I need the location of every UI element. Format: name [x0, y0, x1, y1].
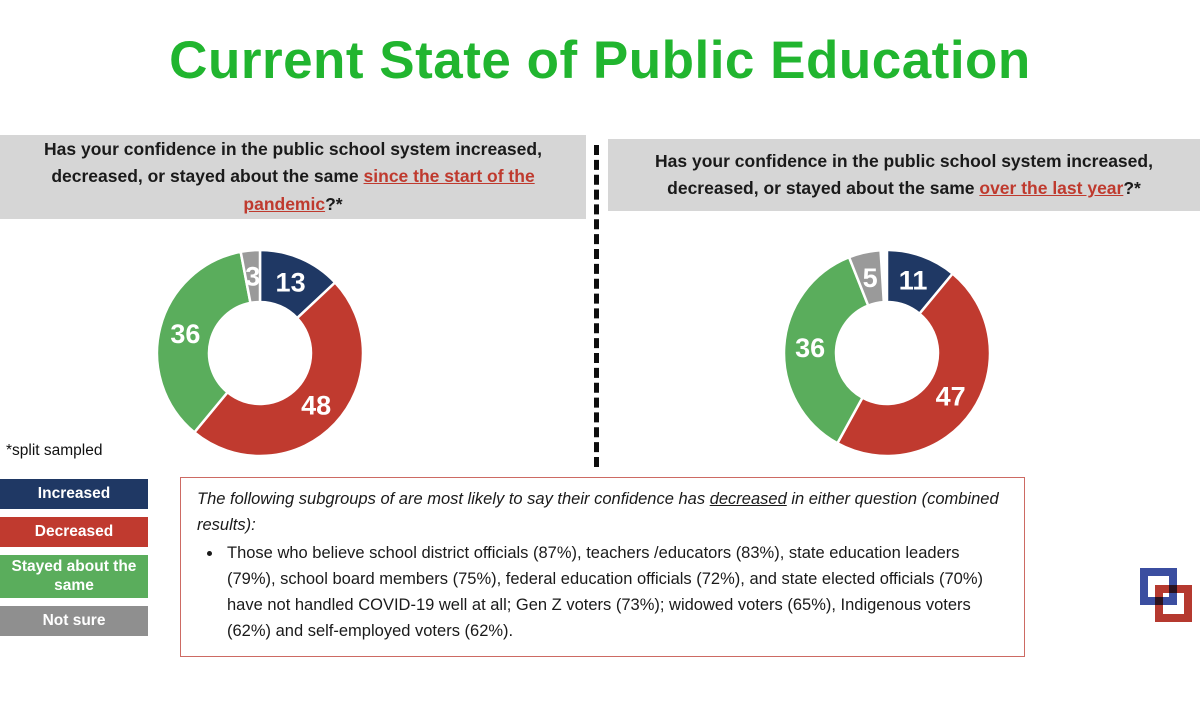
- donut-slice-stayed-about-the-same: [782, 255, 870, 445]
- donut-slice-decreased: [835, 271, 992, 458]
- donut-value-label: 3: [245, 261, 260, 291]
- donut-slice-not-sure: [239, 248, 262, 305]
- question-text-pandemic: Has your confidence in the public school…: [44, 139, 542, 214]
- donut-value-label: 36: [170, 319, 200, 349]
- company-logo: [1140, 568, 1192, 622]
- question-header-last-year: Has your confidence in the public school…: [608, 139, 1200, 211]
- split-sampled-footnote: *split sampled: [6, 442, 103, 459]
- subgroups-note-box: The following subgroups of are most like…: [180, 477, 1025, 658]
- donut-value-label: 11: [899, 266, 928, 296]
- donut-value-label: 36: [795, 333, 825, 363]
- donut-chart-pandemic: 13 48 36 3: [155, 248, 365, 458]
- page-title: Current State of Public Education: [169, 31, 1031, 90]
- donut-slice-decreased: [192, 280, 365, 458]
- question-text-last-year: Has your confidence in the public school…: [655, 150, 1153, 198]
- legend-item-increased: Increased: [0, 479, 148, 509]
- note-intro: The following subgroups of are most like…: [197, 490, 999, 535]
- chart-legend: Increased Decreased Stayed about the sam…: [0, 479, 148, 636]
- donut-slice-stayed-about-the-same: [155, 250, 252, 435]
- note-bullet: Those who believe school district offici…: [223, 540, 1008, 644]
- note-underline-decreased: decreased: [709, 490, 787, 508]
- legend-item-stayed-same: Stayed about the same: [0, 555, 148, 598]
- question-highlight-last-year: over the last year: [979, 178, 1124, 198]
- donut-chart-last-year: 11 47 36 5: [782, 248, 992, 458]
- donut-value-label: 48: [301, 391, 331, 421]
- note-bullet-list: Those who believe school district offici…: [197, 540, 1008, 644]
- donut-value-label: 13: [276, 267, 306, 297]
- donut-slice-not-sure: [847, 248, 886, 308]
- question-header-pandemic: Has your confidence in the public school…: [0, 135, 586, 219]
- donut-value-label: 5: [863, 263, 878, 293]
- legend-item-not-sure: Not sure: [0, 605, 148, 636]
- dashed-divider: [594, 145, 599, 467]
- question-highlight-pandemic: since the start of the pandemic: [243, 166, 535, 214]
- legend-item-decreased: Decreased: [0, 517, 148, 547]
- logo-red-square: [1155, 585, 1192, 622]
- donut-value-label: 47: [936, 381, 966, 411]
